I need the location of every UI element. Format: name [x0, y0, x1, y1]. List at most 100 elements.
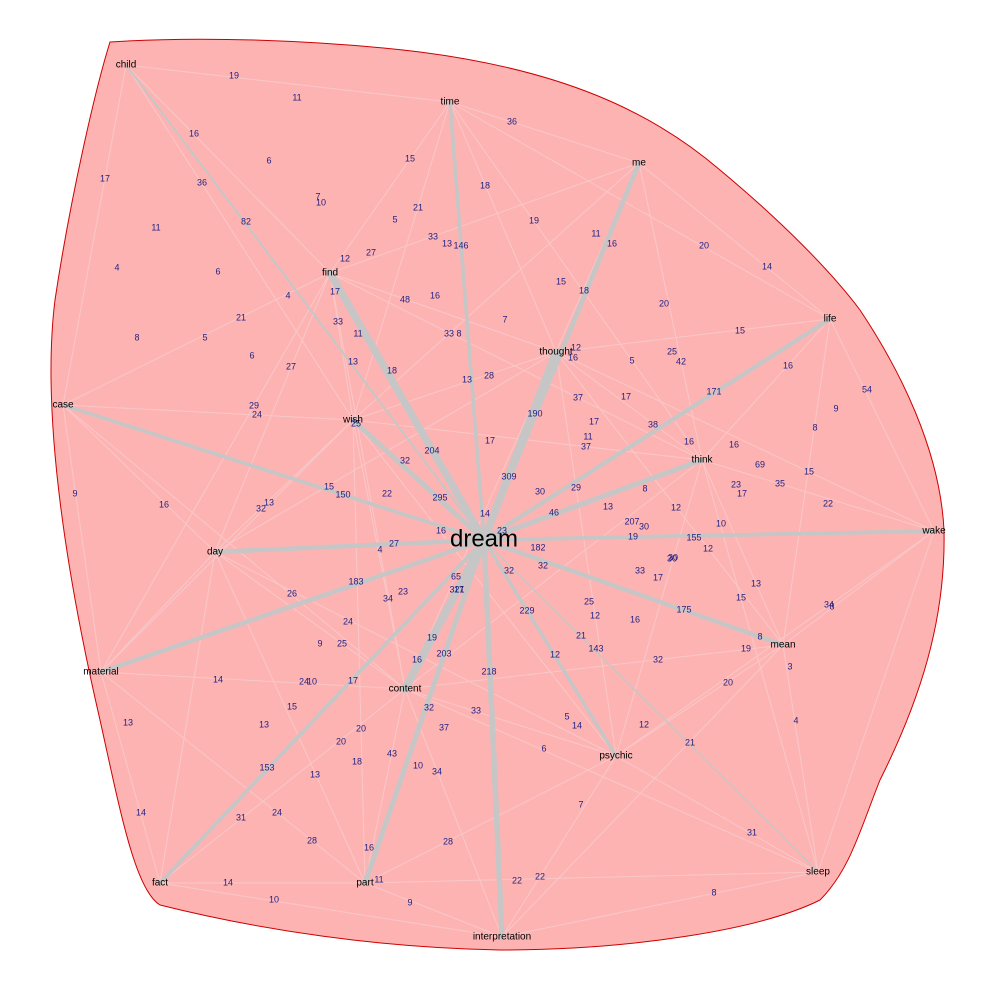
edge-weight-label: 54 — [862, 384, 872, 394]
node-sleep[interactable]: sleep — [806, 867, 830, 878]
node-life[interactable]: life — [824, 314, 837, 325]
mesh-edge — [782, 318, 831, 646]
edge-weight-label: 6 — [215, 266, 220, 276]
edge-dream-content — [400, 535, 489, 694]
edge-weight-label: 30 — [639, 521, 649, 531]
mesh-edge — [329, 272, 557, 353]
node-me[interactable]: me — [632, 158, 646, 169]
node-wake[interactable]: wake — [921, 526, 946, 537]
node-thought[interactable]: thought — [539, 347, 573, 358]
edge-weight-label: 24 — [272, 807, 282, 817]
mesh-edge — [100, 671, 366, 884]
edge-weight-label: 35 — [775, 478, 785, 488]
node-time[interactable]: time — [441, 97, 460, 108]
mesh-edge — [817, 530, 935, 873]
edge-dream-fact — [158, 538, 486, 885]
node-material[interactable]: material — [83, 667, 119, 678]
mesh-edge — [62, 64, 127, 406]
mesh-edge — [159, 882, 503, 938]
edge-weight-label: 12 — [671, 502, 681, 512]
node-find[interactable]: find — [322, 268, 338, 279]
edge-weight-label: 10 — [269, 894, 279, 904]
edge-weight-label: 10 — [413, 760, 423, 770]
edge-weight-label: 36 — [507, 116, 517, 126]
edge-weight-label: 7 — [502, 314, 507, 324]
edge-weight-label: 17 — [621, 391, 631, 401]
edge-weight-label: 16 — [159, 499, 169, 509]
edge-weight-label: 28 — [307, 835, 317, 845]
node-think[interactable]: think — [691, 455, 713, 466]
edge-dream-interpretation — [481, 537, 505, 940]
edge-weight-label: 153 — [259, 762, 274, 772]
mesh-edge — [352, 351, 557, 421]
edge-weight-label: 32 — [256, 503, 266, 513]
edge-weight-label: 3 — [787, 661, 792, 671]
edge-weight-label: 43 — [387, 748, 397, 758]
edge-weight-label: 16 — [436, 525, 446, 535]
node-case[interactable]: case — [52, 400, 74, 411]
edge-weight-label: 6 — [541, 743, 546, 753]
edge-dream-life — [481, 316, 833, 543]
mesh-edge — [701, 318, 831, 461]
edge-weight-label: 9 — [72, 488, 77, 498]
edge-weight-label: 12 — [571, 342, 581, 352]
node-interpretation[interactable]: interpretation — [473, 932, 531, 943]
edge-weight-label: 18 — [480, 180, 490, 190]
edge-weight-label: 182 — [530, 542, 545, 552]
node-wish[interactable]: wish — [342, 415, 363, 426]
node-part[interactable]: part — [356, 878, 373, 889]
edge-weight-label: 25 — [584, 596, 594, 606]
edge-weight-label: 20 — [723, 677, 733, 687]
edge-weight-label: 27 — [389, 538, 399, 548]
edge-weight-label: 25 — [667, 346, 677, 356]
node-content[interactable]: content — [389, 684, 422, 695]
edge-weight-label: 203 — [436, 648, 451, 658]
edge-weight-label: 14 — [762, 261, 772, 271]
edge-dream-wish — [350, 417, 487, 543]
edge-dream-day — [212, 537, 487, 555]
node-fact[interactable]: fact — [152, 878, 168, 889]
mesh-edge — [449, 101, 831, 320]
node-dream[interactable]: dream — [450, 525, 518, 552]
mesh-edge — [62, 404, 406, 690]
mesh-edge — [214, 419, 354, 553]
edge-weight-label: 21 — [576, 630, 586, 640]
mesh-edge — [100, 272, 331, 673]
mesh-edge — [555, 351, 617, 757]
mesh-edge — [449, 101, 640, 164]
node-child[interactable]: child — [116, 60, 137, 71]
edge-weight-label: 171 — [706, 386, 721, 396]
mesh-edge — [501, 644, 784, 938]
edge-weight-label: 16 — [189, 128, 199, 138]
edge-weight-label: 23 — [398, 586, 408, 596]
mesh-edge — [501, 755, 617, 938]
edge-weight-label: 28 — [443, 836, 453, 846]
edge-weight-label: 32 — [504, 565, 514, 575]
node-mean[interactable]: mean — [770, 640, 795, 651]
edge-weight-label: 207 — [624, 516, 639, 526]
edge-weight-label: 15 — [736, 592, 746, 602]
mesh-edge — [404, 688, 819, 873]
mesh-edge — [449, 101, 557, 353]
spoke-edges — [61, 63, 936, 940]
edge-weight-label: 9 — [833, 403, 838, 413]
edge-weight-label: 33 — [428, 231, 438, 241]
edge-weight-label: 15 — [324, 481, 334, 491]
edge-weight-label: 16 — [430, 290, 440, 300]
edge-weight-label: 17 — [454, 584, 464, 594]
node-psychic[interactable]: psychic — [599, 751, 632, 762]
edge-weight-label: 190 — [527, 408, 542, 418]
edge-weight-label: 4 — [793, 715, 798, 725]
mesh-edge — [701, 459, 935, 532]
mesh-edge — [62, 272, 331, 406]
edge-weight-label: 5 — [202, 332, 207, 342]
mesh-edge — [364, 755, 617, 884]
edge-weight-label: 65 — [451, 571, 461, 581]
mesh-edge — [364, 871, 819, 884]
edge-weight-label: 29 — [249, 400, 259, 410]
node-day[interactable]: day — [207, 547, 223, 558]
edge-weight-label: 25 — [351, 418, 361, 428]
mesh-edge — [329, 272, 703, 461]
edge-weight-label: 12 — [550, 649, 560, 659]
edge-weight-label: 16 — [684, 436, 694, 446]
